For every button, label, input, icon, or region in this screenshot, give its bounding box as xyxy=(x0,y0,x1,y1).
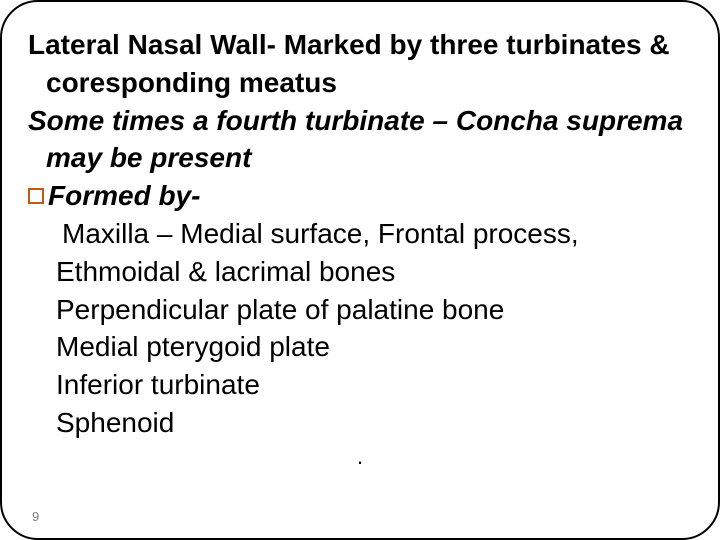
list-item: Ethmoidal & lacrimal bones xyxy=(28,253,692,291)
list-item: Perpendicular plate of palatine bone xyxy=(28,291,692,329)
trailing-dot: . xyxy=(28,444,692,470)
heading-line-2: coresponding meatus xyxy=(28,64,692,102)
subheading-line-1: Some times a fourth turbinate – Concha s… xyxy=(28,102,692,140)
list-item: Sphenoid xyxy=(28,404,692,442)
formed-by-row: Formed by- xyxy=(28,177,692,215)
page-number: 9 xyxy=(32,509,39,524)
square-bullet-icon xyxy=(28,188,44,204)
formed-by-label: Formed by- xyxy=(48,177,200,215)
slide-container: Lateral Nasal Wall- Marked by three turb… xyxy=(0,0,720,540)
subheading-line-2: may be present xyxy=(28,139,692,177)
heading-line-1: Lateral Nasal Wall- Marked by three turb… xyxy=(28,26,692,64)
list-item: Maxilla – Medial surface, Frontal proces… xyxy=(28,215,692,253)
list-item: Inferior turbinate xyxy=(28,366,692,404)
list-item: Medial pterygoid plate xyxy=(28,328,692,366)
